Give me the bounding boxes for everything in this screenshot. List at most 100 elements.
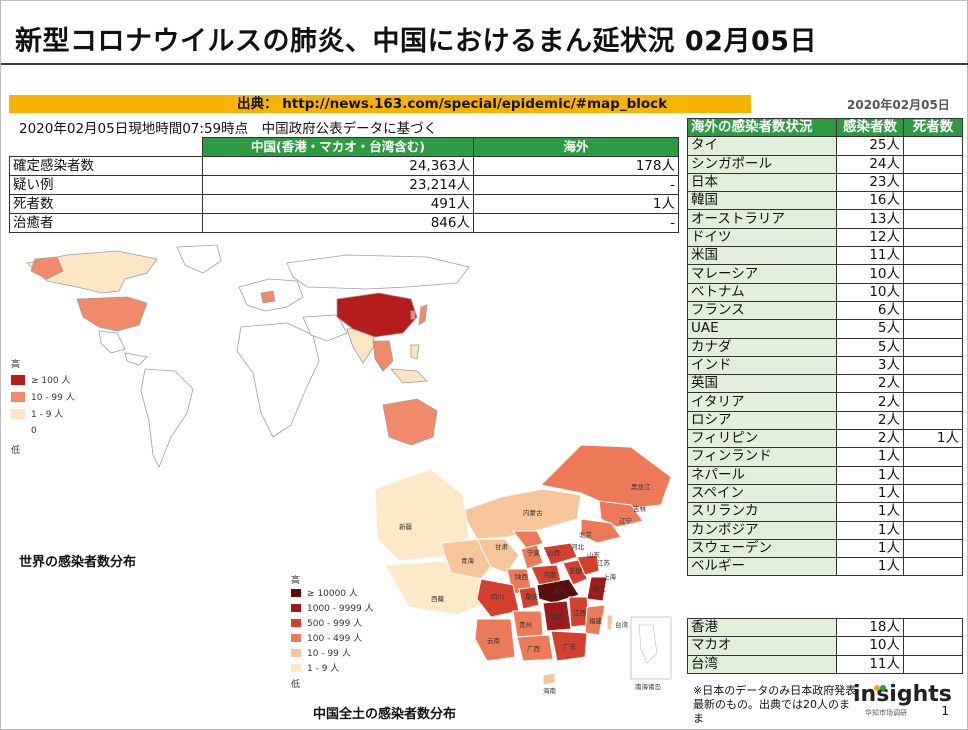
province-label: 湖南 bbox=[549, 612, 563, 621]
summary-table: 中国(香港・マカオ・台湾含む) 海外 確定感染者数 24,363人 178人 疑… bbox=[9, 137, 679, 233]
province-label: 青海 bbox=[461, 556, 475, 565]
summary-row-label: 確定感染者数 bbox=[9, 156, 203, 176]
sichuan-shape bbox=[476, 578, 520, 618]
country-deaths bbox=[903, 337, 963, 357]
footnote: ※日本のデータのみ日本政府発表最新のもの。出典では20人のまま bbox=[693, 684, 857, 725]
world-legend-high: 高 bbox=[11, 360, 21, 370]
table-row: 確定感染者数 24,363人 178人 bbox=[9, 156, 679, 176]
province-label: 广东 bbox=[563, 642, 577, 651]
province-label: 山东 bbox=[587, 550, 601, 559]
china-legend-high: 高 bbox=[291, 576, 301, 586]
country-cases: 10人 bbox=[836, 282, 904, 302]
province-label: 山西 bbox=[547, 548, 561, 557]
china-map-caption: 中国全土の感染者数分布 bbox=[313, 707, 457, 722]
region-deaths bbox=[903, 617, 963, 638]
liaoning-shape bbox=[580, 518, 622, 544]
province-label: 西藏 bbox=[431, 594, 445, 603]
korea-shape bbox=[410, 310, 416, 320]
country-name: ベルギー bbox=[687, 557, 837, 577]
country-cases: 2人 bbox=[836, 410, 904, 431]
country-name: ドイツ bbox=[687, 227, 837, 248]
country-deaths bbox=[903, 172, 963, 193]
country-name: UAE bbox=[687, 319, 837, 339]
province-label: 上海 bbox=[603, 572, 617, 581]
region-cases: 11人 bbox=[836, 654, 904, 674]
country-name: カナダ bbox=[687, 337, 837, 357]
country-deaths bbox=[903, 483, 963, 504]
table-row: イタリア 2人 bbox=[687, 392, 963, 412]
country-name: ネパール bbox=[687, 465, 837, 485]
legend-item: 0 bbox=[11, 422, 75, 439]
country-cases: 1人 bbox=[836, 538, 904, 559]
se-asia-shape bbox=[372, 340, 394, 372]
legend-swatch bbox=[291, 603, 301, 612]
province-label: 陕西 bbox=[515, 572, 529, 581]
indonesia-shape bbox=[390, 368, 428, 384]
country-cases: 2人 bbox=[836, 429, 904, 449]
regions-body: 香港 18人 マカオ 10人 台湾 11人 bbox=[687, 617, 963, 674]
china-map: 黑龙江 吉林 辽宁 内蒙古 北京 河北 山西 山东 新疆 西藏 青海 甘肃 宁夏… bbox=[374, 444, 672, 695]
table-row: 英国 2人 bbox=[687, 374, 963, 394]
source-link[interactable]: 出典： http://news.163.com/special/epidemic… bbox=[237, 96, 668, 112]
legend-item: ≥ 10000 人 bbox=[291, 585, 374, 600]
summary-row-label: 治癒者 bbox=[9, 213, 203, 233]
region-name: マカオ bbox=[687, 636, 837, 656]
country-cases: 10人 bbox=[836, 264, 904, 284]
legend-label: 0 bbox=[31, 425, 37, 436]
country-name: ベトナム bbox=[687, 282, 837, 302]
country-deaths bbox=[903, 282, 963, 302]
mexico-shape bbox=[98, 330, 126, 354]
countries-header-cases: 感染者数 bbox=[836, 117, 904, 138]
country-name: シンガポール bbox=[687, 154, 837, 174]
region-name: 香港 bbox=[687, 617, 837, 638]
province-label: 宁夏 bbox=[527, 548, 541, 557]
central-america-shape bbox=[124, 352, 148, 366]
hainan-shape bbox=[542, 672, 556, 686]
country-deaths bbox=[903, 374, 963, 394]
russia-shape bbox=[286, 254, 470, 290]
title-divider bbox=[1, 63, 968, 65]
country-deaths bbox=[903, 191, 963, 211]
shanxi-shape bbox=[520, 544, 544, 570]
country-cases: 1人 bbox=[836, 465, 904, 485]
table-row: 韓国 16人 bbox=[687, 191, 963, 211]
heilongjiang-shape bbox=[539, 444, 672, 510]
country-deaths bbox=[903, 520, 963, 540]
region-deaths bbox=[903, 654, 963, 674]
summary-china-value: 491人 bbox=[202, 194, 474, 214]
legend-swatch bbox=[291, 618, 301, 627]
table-row: 治癒者 846人 - bbox=[9, 213, 679, 233]
table-row: ベトナム 10人 bbox=[687, 282, 963, 302]
insights-logo: insights 华知市场调研 bbox=[853, 682, 961, 720]
summary-header-row: 中国(香港・マカオ・台湾含む) 海外 bbox=[9, 137, 679, 157]
legend-item: 100 - 499 人 bbox=[291, 630, 374, 645]
province-label: 河北 bbox=[571, 543, 585, 551]
country-name: フィリピン bbox=[687, 429, 837, 449]
jilin-shape bbox=[598, 500, 644, 528]
country-deaths bbox=[903, 319, 963, 339]
province-label: 浙江 bbox=[593, 584, 607, 593]
table-row: マレーシア 10人 bbox=[687, 264, 963, 284]
legend-label: 100 - 499 人 bbox=[307, 634, 363, 644]
logo-subtext: 华知市场调研 bbox=[865, 709, 907, 717]
gansu-shape bbox=[476, 538, 520, 574]
jiangsu-shape bbox=[576, 554, 600, 576]
legend-item: 1000 - 9999 人 bbox=[291, 600, 374, 615]
summary-header-china: 中国(香港・マカオ・台湾含む) bbox=[202, 137, 474, 157]
legend-label: 500 - 999 人 bbox=[307, 619, 363, 629]
province-label: 辽宁 bbox=[619, 516, 633, 525]
country-name: タイ bbox=[687, 136, 837, 156]
summary-header-overseas: 海外 bbox=[473, 137, 679, 157]
country-deaths bbox=[903, 264, 963, 284]
table-row: シンガポール 24人 bbox=[687, 154, 963, 174]
country-cases: 24人 bbox=[836, 154, 904, 174]
legend-item: 1 - 9 人 bbox=[11, 405, 75, 422]
south-china-sea-outline bbox=[638, 624, 658, 664]
region-cases: 10人 bbox=[836, 636, 904, 656]
world-legend-low: 低 bbox=[11, 446, 21, 456]
country-name: フィンランド bbox=[687, 447, 837, 467]
province-label: 新疆 bbox=[399, 522, 413, 531]
summary-china-value: 24,363人 bbox=[202, 156, 474, 176]
region-deaths bbox=[903, 636, 963, 656]
table-row: スウェーデン 1人 bbox=[687, 538, 963, 559]
